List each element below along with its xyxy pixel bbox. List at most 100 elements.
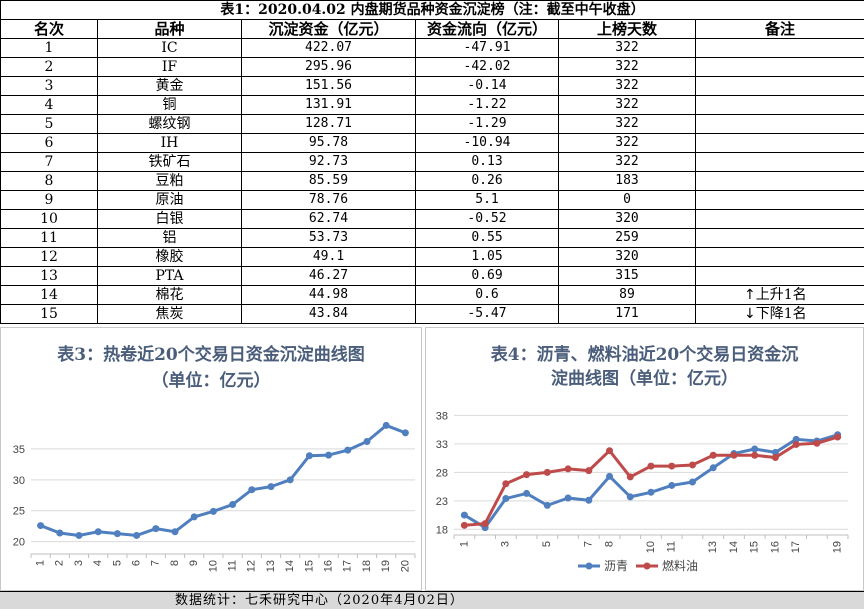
cell-funds: 85.59 bbox=[241, 171, 416, 191]
cell-funds: 43.84 bbox=[241, 304, 416, 324]
cell-name: 棉花 bbox=[97, 285, 242, 305]
cell-rank: 14 bbox=[0, 285, 98, 305]
cell-note bbox=[694, 209, 864, 229]
cell-funds: 95.78 bbox=[241, 133, 416, 153]
data-point bbox=[543, 501, 551, 509]
footer-bar: 数据统计：七禾研究中心（2020年4月02日） bbox=[0, 591, 864, 609]
table-row: 8 豆粕 85.59 0.26 183 bbox=[0, 171, 864, 191]
cell-note bbox=[694, 228, 864, 248]
x-tick-label: 19 bbox=[832, 541, 844, 553]
cell-name: IH bbox=[97, 133, 242, 153]
cell-note bbox=[694, 114, 864, 134]
asphalt-fuel-oil-chart: 表4：沥青、燃料油近20个交易日资金沉 淀曲线图（单位：亿元） 18 23 28 33… bbox=[425, 327, 864, 591]
x-tick-label: 1 bbox=[458, 541, 470, 547]
cell-note bbox=[694, 76, 864, 96]
cell-rank: 13 bbox=[0, 266, 98, 286]
x-tick-label: 14 bbox=[728, 541, 740, 553]
data-point bbox=[668, 462, 676, 470]
data-point bbox=[792, 435, 800, 443]
data-point bbox=[606, 447, 614, 455]
cell-rank: 2 bbox=[0, 57, 98, 77]
data-point bbox=[585, 496, 593, 504]
cell-note bbox=[694, 95, 864, 115]
cell-flow: 0.55 bbox=[415, 228, 559, 248]
cell-funds: 62.74 bbox=[241, 209, 416, 229]
data-point bbox=[668, 481, 676, 489]
table-row: 3 黄金 151.56 -0.14 322 bbox=[0, 76, 864, 96]
x-tick-label: 20 bbox=[399, 560, 411, 572]
arrow-up-icon: ↑ bbox=[744, 287, 756, 303]
column-header: 沉淀资金（亿元） bbox=[241, 19, 416, 39]
data-point bbox=[709, 464, 717, 472]
ranking-table-section: 表1：2020.04.02 内盘期货品种资金沉淀榜（注：截至中午收盘） 名次 品种… bbox=[0, 0, 864, 324]
data-point bbox=[751, 445, 759, 453]
data-point bbox=[523, 471, 531, 479]
data-point bbox=[564, 494, 572, 502]
y-tick-label: 33 bbox=[436, 439, 448, 451]
data-point bbox=[647, 462, 655, 470]
x-tick-label: 19 bbox=[380, 560, 392, 572]
x-tick-label: 10 bbox=[645, 541, 657, 553]
cell-name: IF bbox=[97, 57, 242, 77]
x-tick-label: 2 bbox=[54, 560, 66, 566]
data-point bbox=[771, 448, 779, 456]
series-line bbox=[463, 433, 839, 530]
x-tick-label: 15 bbox=[749, 541, 761, 553]
cell-days: 322 bbox=[558, 114, 696, 134]
cell-days: 183 bbox=[558, 171, 696, 191]
data-point bbox=[813, 439, 821, 447]
y-tick-label: 20 bbox=[13, 537, 25, 549]
x-tick-label: 3 bbox=[73, 560, 85, 566]
legend-marker bbox=[585, 562, 593, 570]
y-tick-label: 28 bbox=[436, 467, 448, 479]
cell-flow: 0.69 bbox=[415, 266, 559, 286]
cell-rank: 12 bbox=[0, 247, 98, 267]
data-point bbox=[771, 454, 779, 462]
table-row: 1 IC 422.07 -47.91 322 bbox=[0, 38, 864, 58]
cell-days: 89 bbox=[558, 285, 696, 305]
cell-days: 322 bbox=[558, 152, 696, 172]
chart3-title: 表3：热卷近20个交易日资金沉淀曲线图 bbox=[57, 345, 365, 365]
column-header: 上榜天数 bbox=[558, 19, 696, 39]
cell-flow: 0.26 bbox=[415, 171, 559, 191]
footer-text: 数据统计：七禾研究中心（2020年4月02日） bbox=[175, 593, 464, 608]
data-point bbox=[481, 520, 489, 528]
cell-funds: 131.91 bbox=[241, 95, 416, 115]
data-point bbox=[626, 473, 634, 481]
cell-days: 320 bbox=[558, 209, 696, 229]
column-header: 资金流向（亿元） bbox=[415, 19, 559, 39]
cell-flow: -42.02 bbox=[415, 57, 559, 77]
cell-days: 320 bbox=[558, 247, 696, 267]
data-point bbox=[113, 530, 121, 538]
cell-days: 259 bbox=[558, 228, 696, 248]
table-row: 11 铝 53.73 0.55 259 bbox=[0, 228, 864, 248]
data-point bbox=[647, 488, 655, 496]
cell-days: 171 bbox=[558, 304, 696, 324]
data-point bbox=[502, 480, 510, 488]
data-point bbox=[56, 529, 64, 537]
cell-name: 黄金 bbox=[97, 76, 242, 96]
data-point bbox=[834, 433, 842, 441]
data-point bbox=[75, 531, 83, 539]
cell-rank: 1 bbox=[0, 38, 98, 58]
x-tick-label: 16 bbox=[769, 541, 781, 553]
data-point bbox=[382, 421, 390, 429]
cell-days: 322 bbox=[558, 76, 696, 96]
cell-rank: 3 bbox=[0, 76, 98, 96]
cell-days: 322 bbox=[558, 95, 696, 115]
cell-days: 322 bbox=[558, 38, 696, 58]
data-point bbox=[209, 507, 217, 515]
x-tick-label: 13 bbox=[265, 560, 277, 572]
cell-rank: 9 bbox=[0, 190, 98, 210]
data-point bbox=[585, 467, 593, 475]
data-point bbox=[248, 486, 256, 494]
cell-funds: 295.96 bbox=[241, 57, 416, 77]
x-tick-label: 4 bbox=[92, 560, 104, 566]
data-point bbox=[523, 489, 531, 497]
cell-note bbox=[694, 57, 864, 77]
column-header: 品种 bbox=[97, 19, 242, 39]
cell-name: 原油 bbox=[97, 190, 242, 210]
cell-flow: -1.29 bbox=[415, 114, 559, 134]
cell-note bbox=[694, 38, 864, 58]
